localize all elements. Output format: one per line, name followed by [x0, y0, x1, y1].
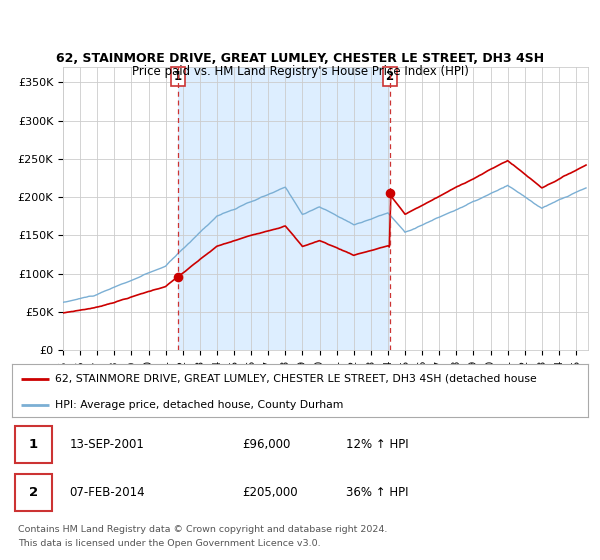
Text: 2: 2: [386, 70, 394, 83]
Point: [173, 272, 182, 281]
Text: £205,000: £205,000: [242, 486, 298, 499]
Text: 1: 1: [173, 70, 182, 83]
Text: 12% ↑ HPI: 12% ↑ HPI: [346, 438, 409, 451]
Point: [385, 189, 394, 198]
Text: 07-FEB-2014: 07-FEB-2014: [70, 486, 145, 499]
FancyBboxPatch shape: [15, 474, 52, 511]
Text: 36% ↑ HPI: 36% ↑ HPI: [346, 486, 409, 499]
Text: 2: 2: [29, 486, 38, 499]
Text: 62, STAINMORE DRIVE, GREAT LUMLEY, CHESTER LE STREET, DH3 4SH (detached house: 62, STAINMORE DRIVE, GREAT LUMLEY, CHEST…: [55, 374, 537, 384]
Text: 62, STAINMORE DRIVE, GREAT LUMLEY, CHESTER LE STREET, DH3 4SH: 62, STAINMORE DRIVE, GREAT LUMLEY, CHEST…: [56, 52, 544, 66]
Text: Contains HM Land Registry data © Crown copyright and database right 2024.: Contains HM Land Registry data © Crown c…: [18, 525, 388, 534]
Text: 1: 1: [29, 438, 38, 451]
Text: HPI: Average price, detached house, County Durham: HPI: Average price, detached house, Coun…: [55, 400, 344, 410]
Text: £96,000: £96,000: [242, 438, 291, 451]
Text: 13-SEP-2001: 13-SEP-2001: [70, 438, 145, 451]
Text: Price paid vs. HM Land Registry's House Price Index (HPI): Price paid vs. HM Land Registry's House …: [131, 64, 469, 78]
Bar: [178, 67, 389, 350]
Text: This data is licensed under the Open Government Licence v3.0.: This data is licensed under the Open Gov…: [18, 539, 320, 548]
FancyBboxPatch shape: [15, 426, 52, 463]
